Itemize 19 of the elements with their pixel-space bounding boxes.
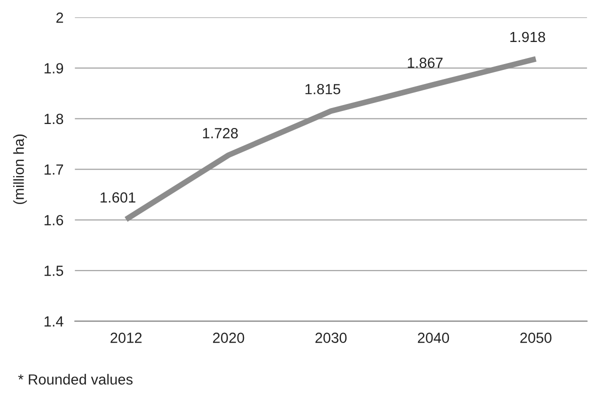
text: * Rounded values [18, 374, 133, 385]
x-tick-label: 2030 [315, 332, 347, 343]
data-label: 1.918 [510, 32, 546, 42]
x-tick-label: 2040 [418, 332, 450, 343]
x-tick-label: 2050 [520, 332, 552, 343]
y-tick-label: 1.4 [44, 316, 64, 326]
y-axis-title: (million ha) [13, 134, 27, 204]
x-tick-label: 2012 [110, 332, 142, 343]
y-tick-label: 1.8 [44, 114, 64, 124]
data-label: 1.815 [305, 84, 340, 94]
data-label: 1.728 [203, 128, 238, 138]
y-tick-label: 1.6 [44, 215, 64, 226]
y-tick-label: 1.9 [44, 63, 64, 74]
y-tick-label: 1.7 [44, 164, 64, 175]
y-tick-label: 2 [56, 12, 64, 23]
x-tick-label: 2020 [213, 332, 244, 343]
data-label: 1.601 [100, 192, 136, 203]
data-label: 1.867 [408, 58, 443, 68]
y-tick-label: 1.5 [44, 266, 64, 276]
